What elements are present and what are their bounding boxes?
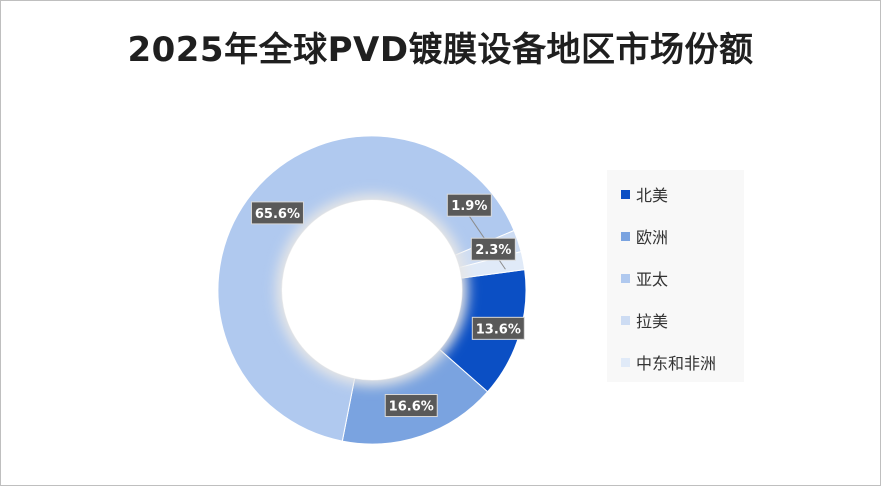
legend-swatch: [621, 357, 630, 367]
chart-title: 2025年全球PVD镀膜设备地区市场份额: [127, 30, 754, 70]
data-label-text: 13.6%: [476, 322, 521, 337]
data-label-box: [384, 394, 438, 418]
data-label-text: 65.6%: [255, 207, 300, 222]
data-label-box: [446, 193, 492, 217]
donut-hole: [282, 200, 462, 380]
data-label: 1.9%: [446, 193, 492, 217]
data-label: 2.3%: [470, 237, 516, 261]
legend-item: 欧洲: [621, 224, 668, 248]
legend-swatch: [621, 231, 630, 241]
legend-swatch: [621, 273, 630, 283]
legend-swatch: [621, 189, 630, 199]
data-label: 13.6%: [471, 316, 525, 340]
data-label-box: [470, 237, 516, 261]
legend-swatch: [621, 315, 630, 325]
legend-item: 北美: [621, 182, 668, 206]
legend-item: 亚太: [621, 266, 668, 290]
legend: 北美 欧洲 亚太 拉美 中东和非洲: [607, 170, 744, 382]
legend-label: 中东和非洲: [636, 354, 717, 373]
data-label-box: [250, 201, 304, 225]
legend-label: 拉美: [636, 312, 669, 331]
legend-item: 中东和非洲: [621, 350, 716, 374]
legend-item: 拉美: [621, 308, 668, 332]
legend-label: 欧洲: [636, 228, 669, 247]
data-label: 16.6%: [384, 394, 438, 418]
data-label-text: 2.3%: [475, 243, 511, 258]
data-label-text: 1.9%: [451, 199, 487, 214]
data-label-text: 16.6%: [389, 400, 434, 415]
data-label-box: [471, 316, 525, 340]
data-label: 65.6%: [250, 201, 304, 225]
legend-label: 亚太: [636, 270, 669, 289]
legend-label: 北美: [636, 186, 669, 205]
